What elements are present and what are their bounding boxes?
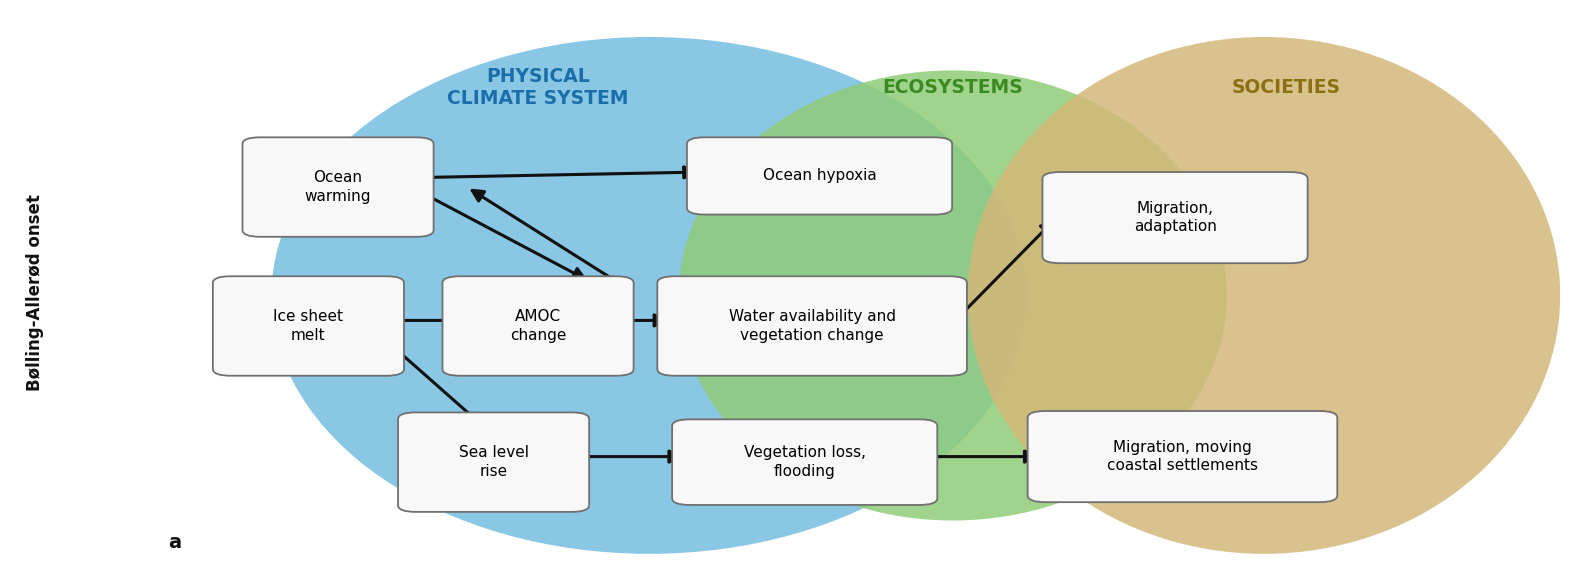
Text: Water availability and
vegetation change: Water availability and vegetation change: [728, 309, 895, 343]
FancyBboxPatch shape: [687, 137, 952, 215]
Text: AMOC
change: AMOC change: [511, 309, 566, 343]
Ellipse shape: [271, 37, 1028, 554]
Text: Ocean
warming: Ocean warming: [304, 170, 372, 204]
FancyBboxPatch shape: [657, 276, 968, 376]
FancyBboxPatch shape: [443, 276, 634, 376]
FancyBboxPatch shape: [399, 412, 589, 512]
FancyBboxPatch shape: [213, 276, 403, 376]
Text: PHYSICAL
CLIMATE SYSTEM: PHYSICAL CLIMATE SYSTEM: [448, 67, 629, 108]
FancyBboxPatch shape: [1028, 411, 1338, 502]
Text: Ocean hypoxia: Ocean hypoxia: [763, 168, 876, 184]
Text: Sea level
rise: Sea level rise: [459, 445, 528, 479]
FancyBboxPatch shape: [1042, 172, 1308, 263]
Text: Vegetation loss,
flooding: Vegetation loss, flooding: [744, 445, 865, 479]
Text: Ice sheet
melt: Ice sheet melt: [273, 309, 344, 343]
Text: ECOSYSTEMS: ECOSYSTEMS: [883, 78, 1023, 97]
FancyBboxPatch shape: [243, 137, 433, 237]
Ellipse shape: [968, 37, 1560, 554]
Text: Migration,
adaptation: Migration, adaptation: [1133, 201, 1217, 235]
Text: Migration, moving
coastal settlements: Migration, moving coastal settlements: [1106, 440, 1258, 473]
Text: Bølling-Allerød onset: Bølling-Allerød onset: [25, 194, 44, 391]
Text: SOCIETIES: SOCIETIES: [1232, 78, 1341, 97]
Text: a: a: [169, 534, 181, 552]
FancyBboxPatch shape: [671, 419, 938, 505]
Ellipse shape: [679, 70, 1226, 521]
